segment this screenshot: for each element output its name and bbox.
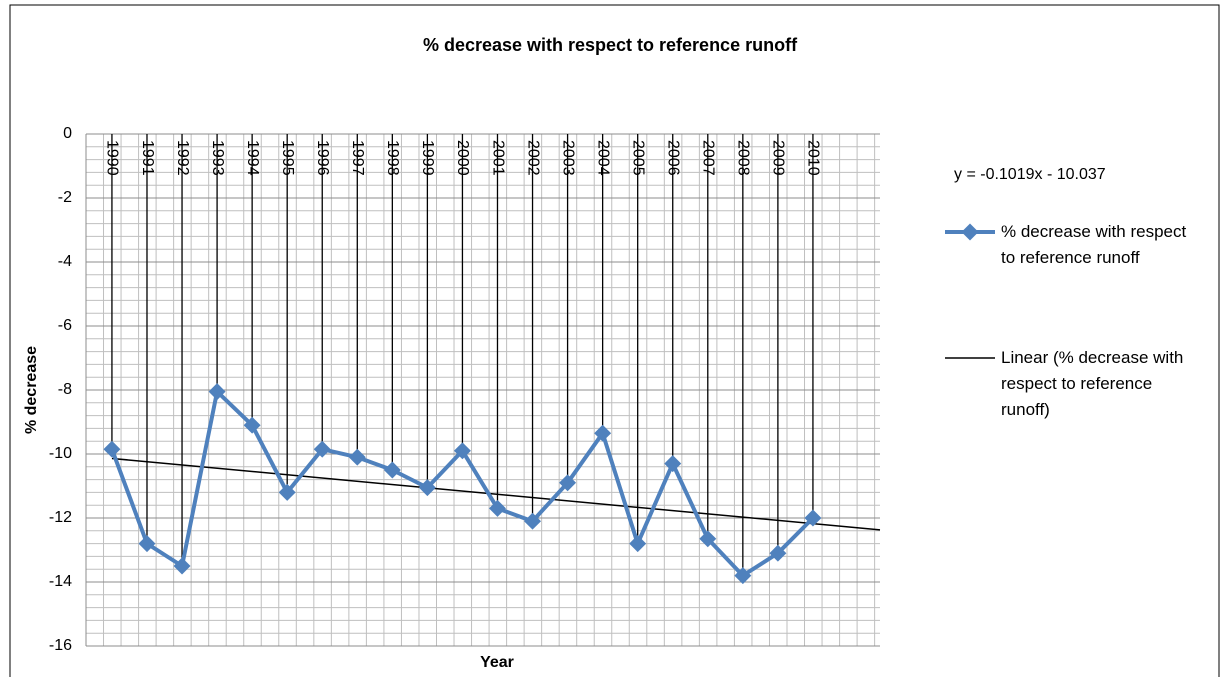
data-label: 2000 — [454, 140, 471, 176]
point-marker — [313, 440, 331, 458]
point-marker — [453, 442, 471, 460]
data-label: 1990 — [104, 140, 121, 176]
data-label: 1999 — [419, 140, 436, 176]
y-tick-label: -6 — [58, 317, 72, 334]
y-axis-label: % decrease — [23, 346, 40, 434]
data-label: 2008 — [735, 140, 752, 176]
data-label: 2004 — [594, 140, 611, 176]
point-marker — [769, 544, 787, 562]
point-marker — [348, 448, 366, 466]
data-label: 1997 — [349, 140, 366, 176]
data-label: 1995 — [279, 140, 296, 176]
point-marker — [524, 512, 542, 530]
point-marker — [664, 455, 682, 473]
point-marker — [243, 416, 261, 434]
y-tick-label: -2 — [58, 189, 72, 206]
point-marker — [138, 535, 156, 553]
trendline — [111, 457, 881, 531]
point-marker — [103, 440, 121, 458]
point-marker — [594, 424, 612, 442]
y-tick-label: -16 — [49, 637, 72, 654]
data-label: 2007 — [700, 140, 717, 176]
point-marker — [629, 535, 647, 553]
data-label: 1993 — [209, 140, 226, 176]
data-label: 2006 — [665, 140, 682, 176]
y-tick-label: -10 — [49, 445, 72, 462]
legend-label: % decrease with respect to reference run… — [1001, 222, 1187, 267]
point-marker — [804, 509, 822, 527]
point-marker — [559, 474, 577, 492]
point-marker — [418, 479, 436, 497]
legend-label: Linear (% decrease with respect to refer… — [1001, 348, 1184, 419]
data-label: 1994 — [244, 140, 261, 176]
data-label: 2002 — [524, 140, 541, 176]
y-tick-label: -12 — [49, 509, 72, 526]
chart-title: % decrease with respect to reference run… — [423, 35, 798, 55]
point-marker — [489, 499, 506, 517]
data-label: 2001 — [489, 140, 506, 176]
data-label: 2003 — [559, 140, 576, 176]
point-marker — [208, 383, 226, 401]
data-label: 2009 — [770, 140, 787, 176]
point-marker — [173, 557, 191, 575]
point-marker — [278, 483, 296, 501]
data-label: 1996 — [314, 140, 331, 176]
y-tick-label: 0 — [63, 125, 72, 142]
x-axis-label: Year — [480, 654, 514, 671]
data-label: 2005 — [629, 140, 646, 176]
legend-marker — [961, 223, 979, 241]
point-marker — [734, 567, 752, 585]
point-marker — [383, 461, 401, 479]
y-tick-label: -8 — [58, 381, 72, 398]
y-tick-label: -4 — [58, 253, 72, 270]
data-label: 2010 — [805, 140, 822, 176]
data-label: 1991 — [139, 140, 156, 176]
y-tick-label: -14 — [49, 573, 72, 590]
data-label: 1998 — [384, 140, 401, 176]
trendline-equation: y = -0.1019x - 10.037 — [954, 166, 1106, 183]
point-marker — [699, 530, 717, 548]
data-label: 1992 — [174, 140, 191, 176]
